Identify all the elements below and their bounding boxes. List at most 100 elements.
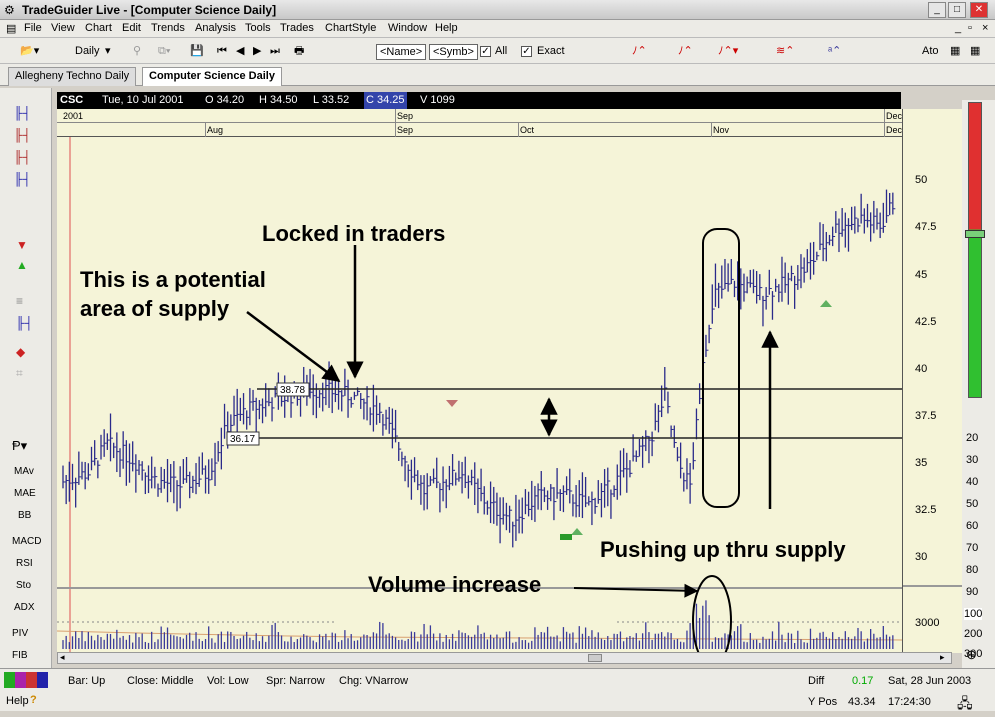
diamond-icon[interactable]: ◆: [16, 345, 26, 359]
month-dec-top: Dec: [886, 111, 903, 121]
minimize-button[interactable]: _: [928, 2, 946, 18]
indicator-mav[interactable]: MAv: [14, 466, 34, 477]
menu-window[interactable]: Window: [388, 22, 428, 34]
menu-trades[interactable]: Trades: [280, 22, 314, 34]
scroll-left-icon[interactable]: ◂: [60, 652, 65, 662]
menu-tools[interactable]: Tools: [245, 22, 271, 34]
save-icon[interactable]: 💾: [190, 45, 204, 57]
scale-60[interactable]: 60: [966, 520, 979, 532]
close-button[interactable]: ✕: [970, 2, 988, 18]
scale-100[interactable]: 100: [964, 608, 983, 620]
auto-label[interactable]: Ato: [922, 45, 939, 57]
fade-icon[interactable]: ≡: [16, 294, 24, 308]
price-chart[interactable]: 38.78 36.17: [57, 137, 902, 652]
mdi-restore-icon[interactable]: ▫: [968, 22, 972, 34]
scale-20[interactable]: 20: [966, 432, 979, 444]
annotation-supply-line2: area of supply: [80, 296, 230, 321]
first-icon[interactable]: ⏮: [217, 45, 227, 57]
zoom-icon[interactable]: ⊕: [966, 647, 977, 662]
candle-style-icon[interactable]: ╟┤: [14, 128, 32, 142]
layout-icon[interactable]: ▦: [970, 45, 981, 57]
mdi-close-icon[interactable]: ×: [982, 22, 989, 34]
price-tick-37-5: 37.5: [915, 410, 937, 422]
indicator-rsi[interactable]: RSI: [16, 558, 33, 569]
signal-icon-1[interactable]: ﾉ⌃: [632, 45, 647, 57]
scale-300[interactable]: 300: [964, 648, 983, 660]
indicator-adx[interactable]: ADX: [14, 602, 35, 613]
print-icon[interactable]: 🖶: [294, 45, 305, 57]
grid-icon[interactable]: ▦: [950, 45, 961, 57]
last-icon[interactable]: ⏭: [270, 45, 280, 57]
color-palette-icon[interactable]: [4, 672, 48, 688]
signal-icon-3[interactable]: ﾉ⌃▾: [718, 45, 739, 57]
signal-icon-2[interactable]: ﾉ⌃: [678, 45, 693, 57]
supply-arrow: [246, 311, 341, 383]
scale-70[interactable]: 70: [966, 542, 979, 554]
bars-icon[interactable]: ╟┤: [16, 316, 34, 330]
indicator-sto[interactable]: Sto: [16, 580, 32, 591]
chart-background: [57, 137, 902, 652]
menu-chart[interactable]: Chart: [85, 22, 112, 34]
year-label: 2001: [63, 111, 84, 121]
diff-value: 0.17: [852, 675, 874, 687]
tab-computer-science[interactable]: Computer Science Daily: [142, 67, 282, 86]
menu-file[interactable]: File: [24, 22, 42, 34]
line-style-icon[interactable]: ╟┤: [14, 172, 32, 186]
colored-bar-icon[interactable]: ╟┤: [14, 150, 32, 164]
gauge-marker[interactable]: [965, 230, 985, 238]
signal-down-icon[interactable]: ▲: [16, 258, 28, 272]
scale-30[interactable]: 30: [966, 454, 979, 466]
scale-40[interactable]: 40: [966, 476, 979, 488]
menu-view[interactable]: View: [51, 22, 75, 34]
scale-90[interactable]: 90: [966, 586, 979, 598]
menu-help[interactable]: Help: [435, 22, 458, 34]
open-folder-icon[interactable]: 📂▾: [20, 45, 40, 57]
indicator-bb[interactable]: BB: [18, 510, 32, 521]
open-value: O 34.20: [205, 94, 245, 106]
buy-signal-marker: [820, 300, 832, 307]
menu-chartstyle[interactable]: ChartStyle: [325, 22, 377, 34]
indicator-macd[interactable]: MACD: [12, 536, 42, 547]
diff-label: Diff: [808, 675, 825, 687]
next-icon[interactable]: ▶: [253, 45, 262, 57]
symbol-field[interactable]: <Symb>: [429, 44, 478, 60]
copy-icon[interactable]: ⧉▾: [158, 45, 171, 57]
status-change: Chg: VNarrow: [339, 675, 409, 687]
signal-icon-5[interactable]: ᵃ⌃: [828, 45, 842, 57]
help-label[interactable]: Help: [6, 695, 29, 707]
name-field[interactable]: <Name>: [376, 44, 427, 60]
price-tick-45: 45: [915, 269, 928, 281]
menu-edit[interactable]: Edit: [122, 22, 141, 34]
tab-allegheny[interactable]: Allegheny Techno Daily: [8, 67, 137, 86]
signal-up-icon[interactable]: ▼: [16, 238, 28, 252]
indicator-piv[interactable]: PIV: [12, 628, 29, 639]
prev-icon[interactable]: ◀: [236, 45, 245, 57]
period-dropdown[interactable]: Daily: [75, 45, 100, 57]
indicators-menu-icon[interactable]: Ᵽ▾: [12, 438, 28, 453]
mdi-minimize-icon[interactable]: _: [955, 22, 962, 34]
chart-tabs: Allegheny Techno Daily Computer Science …: [0, 64, 995, 86]
tool-icon[interactable]: ⚲: [133, 45, 142, 57]
indicator-fib[interactable]: FIB: [12, 650, 28, 661]
network-icon[interactable]: 🖧: [957, 695, 973, 711]
menu-analysis[interactable]: Analysis: [195, 22, 236, 34]
scroll-thumb[interactable]: [588, 654, 602, 662]
help-icon[interactable]: ?: [30, 694, 37, 706]
indicator-mae[interactable]: MAE: [14, 488, 36, 499]
bar-style-icon[interactable]: ╟┤: [14, 106, 32, 120]
ypos-value: 43.34: [848, 696, 876, 708]
scale-80[interactable]: 80: [966, 564, 979, 576]
scroll-right-icon[interactable]: ▸: [940, 652, 945, 662]
horizontal-scrollbar[interactable]: ◂ ▸: [57, 652, 952, 664]
maximize-button[interactable]: □: [948, 2, 966, 18]
volume-bars: [62, 600, 894, 649]
month-oct: Oct: [520, 125, 535, 135]
all-checkbox[interactable]: ✓: [480, 46, 491, 57]
menu-trends[interactable]: Trends: [151, 22, 185, 34]
dropdown-chevron-icon[interactable]: ▾: [105, 45, 111, 57]
scale-50[interactable]: 50: [966, 498, 979, 510]
scale-200[interactable]: 200: [964, 628, 983, 640]
exact-checkbox[interactable]: ✓: [521, 46, 532, 57]
grid-small-icon[interactable]: ⌗: [16, 366, 23, 380]
signal-icon-4[interactable]: ≋⌃: [776, 45, 795, 57]
